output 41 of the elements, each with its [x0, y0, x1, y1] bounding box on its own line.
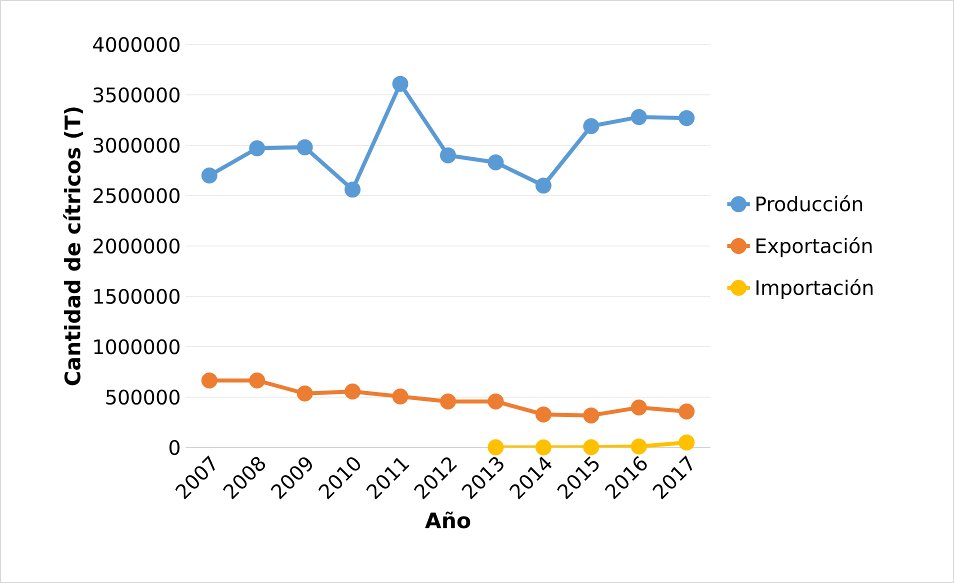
y-tick-label: 1000000: [94, 339, 180, 354]
point: [678, 110, 695, 126]
point: [201, 372, 218, 388]
point: [201, 167, 218, 184]
point: [488, 439, 504, 456]
point: [678, 434, 695, 450]
point: [488, 154, 504, 170]
point: [392, 388, 408, 405]
point: [249, 372, 266, 388]
y-tick-label: 3500000: [94, 87, 180, 102]
point: [630, 438, 647, 454]
point: [344, 182, 361, 198]
point: [583, 118, 600, 134]
point: [392, 76, 408, 92]
point: [678, 404, 695, 420]
x-axis-title: Año: [425, 512, 470, 528]
y-tick-label: 0: [169, 440, 180, 456]
point: [296, 139, 313, 156]
legend-label: Exportación: [756, 237, 872, 258]
point: [583, 439, 600, 456]
point: [440, 393, 456, 410]
y-tick-label: 500000: [106, 390, 180, 405]
point: [440, 147, 456, 164]
point: [488, 393, 504, 410]
point: [630, 109, 647, 126]
point: [583, 407, 600, 424]
point: [535, 406, 552, 422]
point: [630, 400, 647, 416]
y-tick-label: 2500000: [94, 188, 180, 204]
point: [344, 383, 361, 400]
point: [535, 439, 552, 456]
point: [249, 140, 266, 156]
y-tick-label: 2000000: [94, 238, 180, 254]
y-axis-title: Cantidad de cítricos (T): [63, 107, 83, 386]
y-tick-label: 1500000: [94, 288, 180, 304]
point: [535, 178, 552, 194]
legend-label: Producción: [756, 195, 862, 212]
legend-label: Importación: [756, 278, 873, 299]
point: [296, 385, 313, 402]
y-tick-label: 3000000: [94, 138, 180, 153]
y-tick-label: 4000000: [93, 36, 180, 52]
